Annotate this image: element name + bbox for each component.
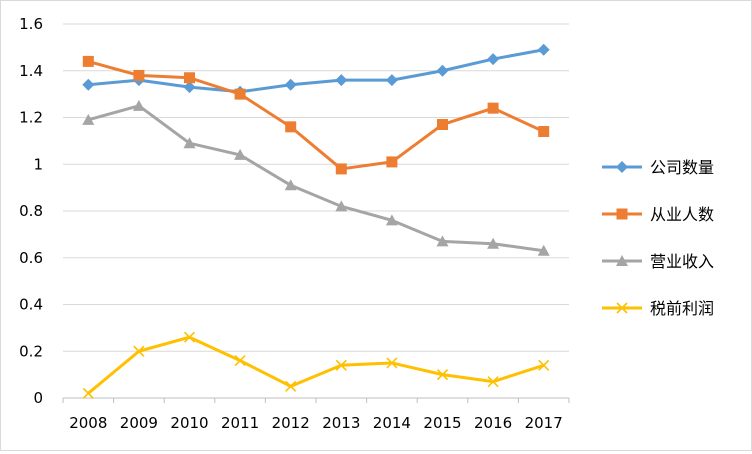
data-point-x bbox=[234, 355, 246, 367]
series-line bbox=[87, 59, 545, 171]
x-tick-label: 2008 bbox=[69, 414, 107, 432]
y-tick-label: 0.2 bbox=[19, 342, 43, 360]
data-point-square bbox=[437, 119, 448, 131]
data-point-x bbox=[335, 359, 347, 371]
gridlines bbox=[63, 23, 569, 352]
data-point-diamond bbox=[616, 161, 628, 173]
y-tick-label: 1.4 bbox=[19, 62, 43, 80]
data-point-diamond bbox=[385, 74, 398, 87]
axes: 0 0.2 0.4 0.6 0.8 1 1.2 1.4 1.6 2008 2009 2010 2011 2… bbox=[19, 15, 570, 432]
legend-label: 公司数量 bbox=[650, 158, 714, 177]
legend-entry: 营业收入 bbox=[602, 252, 714, 271]
legend-entry: 从业人数 bbox=[602, 205, 714, 224]
data-point-diamond bbox=[436, 64, 449, 77]
data-point-x bbox=[436, 369, 449, 381]
data-point-diamond bbox=[284, 78, 297, 91]
legend-label: 营业收入 bbox=[650, 252, 714, 271]
data-point-triangle bbox=[335, 200, 348, 212]
data-point-triangle bbox=[132, 99, 145, 111]
data-point-x bbox=[538, 359, 550, 371]
x-tick-label: 2010 bbox=[170, 414, 208, 432]
y-tick-label: 0.8 bbox=[19, 202, 43, 220]
x-tick-label: 2013 bbox=[322, 414, 360, 432]
data-point-triangle bbox=[284, 179, 297, 191]
data-point-triangle bbox=[436, 235, 449, 247]
data-point-triangle bbox=[234, 148, 247, 160]
series-plot-area bbox=[82, 43, 550, 399]
series-2 bbox=[82, 55, 550, 175]
series-line bbox=[87, 335, 545, 395]
data-point-square bbox=[82, 55, 94, 67]
x-tick-label: 2011 bbox=[221, 414, 259, 432]
series-line bbox=[87, 104, 544, 253]
data-point-square bbox=[133, 69, 145, 81]
legend-label: 从业人数 bbox=[650, 205, 714, 224]
data-point-diamond bbox=[183, 81, 196, 94]
x-tick-label: 2012 bbox=[272, 414, 310, 432]
data-point-triangle bbox=[183, 137, 196, 149]
y-tick-label: 0.6 bbox=[19, 249, 43, 267]
y-tick-label: 1 bbox=[33, 155, 43, 173]
x-tick-label: 2015 bbox=[423, 414, 461, 432]
data-point-diamond bbox=[537, 43, 550, 56]
data-point-square bbox=[234, 88, 246, 100]
x-tick-label: 2014 bbox=[373, 414, 411, 432]
data-point-triangle bbox=[616, 255, 628, 266]
data-point-x bbox=[386, 357, 398, 369]
data-point-x bbox=[133, 345, 145, 357]
data-point-x bbox=[285, 380, 297, 392]
series-3 bbox=[82, 99, 550, 256]
data-point-x bbox=[82, 387, 94, 399]
data-point-triangle bbox=[82, 113, 95, 125]
data-point-triangle bbox=[385, 214, 398, 226]
data-point-square bbox=[184, 72, 195, 84]
legend-label: 税前利润 bbox=[650, 299, 714, 318]
data-point-diamond bbox=[335, 74, 348, 87]
data-point-diamond bbox=[82, 78, 95, 91]
data-point-square bbox=[285, 121, 297, 133]
x-tick-label: 2016 bbox=[474, 414, 512, 432]
data-point-square bbox=[538, 126, 550, 138]
x-tick-label: 2009 bbox=[120, 414, 158, 432]
y-tick-label: 1.6 bbox=[19, 15, 43, 33]
y-tick-label: 0.4 bbox=[19, 296, 43, 314]
data-point-square bbox=[335, 163, 347, 175]
legend-entry: 税前利润 bbox=[602, 299, 714, 318]
data-point-square bbox=[616, 208, 628, 220]
data-point-x bbox=[616, 302, 628, 314]
y-tick-label: 0 bbox=[33, 389, 43, 407]
series-4 bbox=[82, 331, 550, 399]
data-point-x bbox=[487, 376, 499, 388]
data-point-square bbox=[487, 102, 499, 114]
y-tick-label: 1.2 bbox=[19, 109, 43, 127]
data-point-square bbox=[386, 156, 398, 168]
data-point-triangle bbox=[537, 244, 550, 256]
data-point-diamond bbox=[487, 53, 500, 66]
x-tick-label: 2017 bbox=[525, 414, 563, 432]
series-line bbox=[88, 48, 544, 94]
data-point-triangle bbox=[487, 237, 500, 249]
legend-entry: 公司数量 bbox=[602, 158, 714, 177]
data-point-x bbox=[183, 331, 196, 343]
